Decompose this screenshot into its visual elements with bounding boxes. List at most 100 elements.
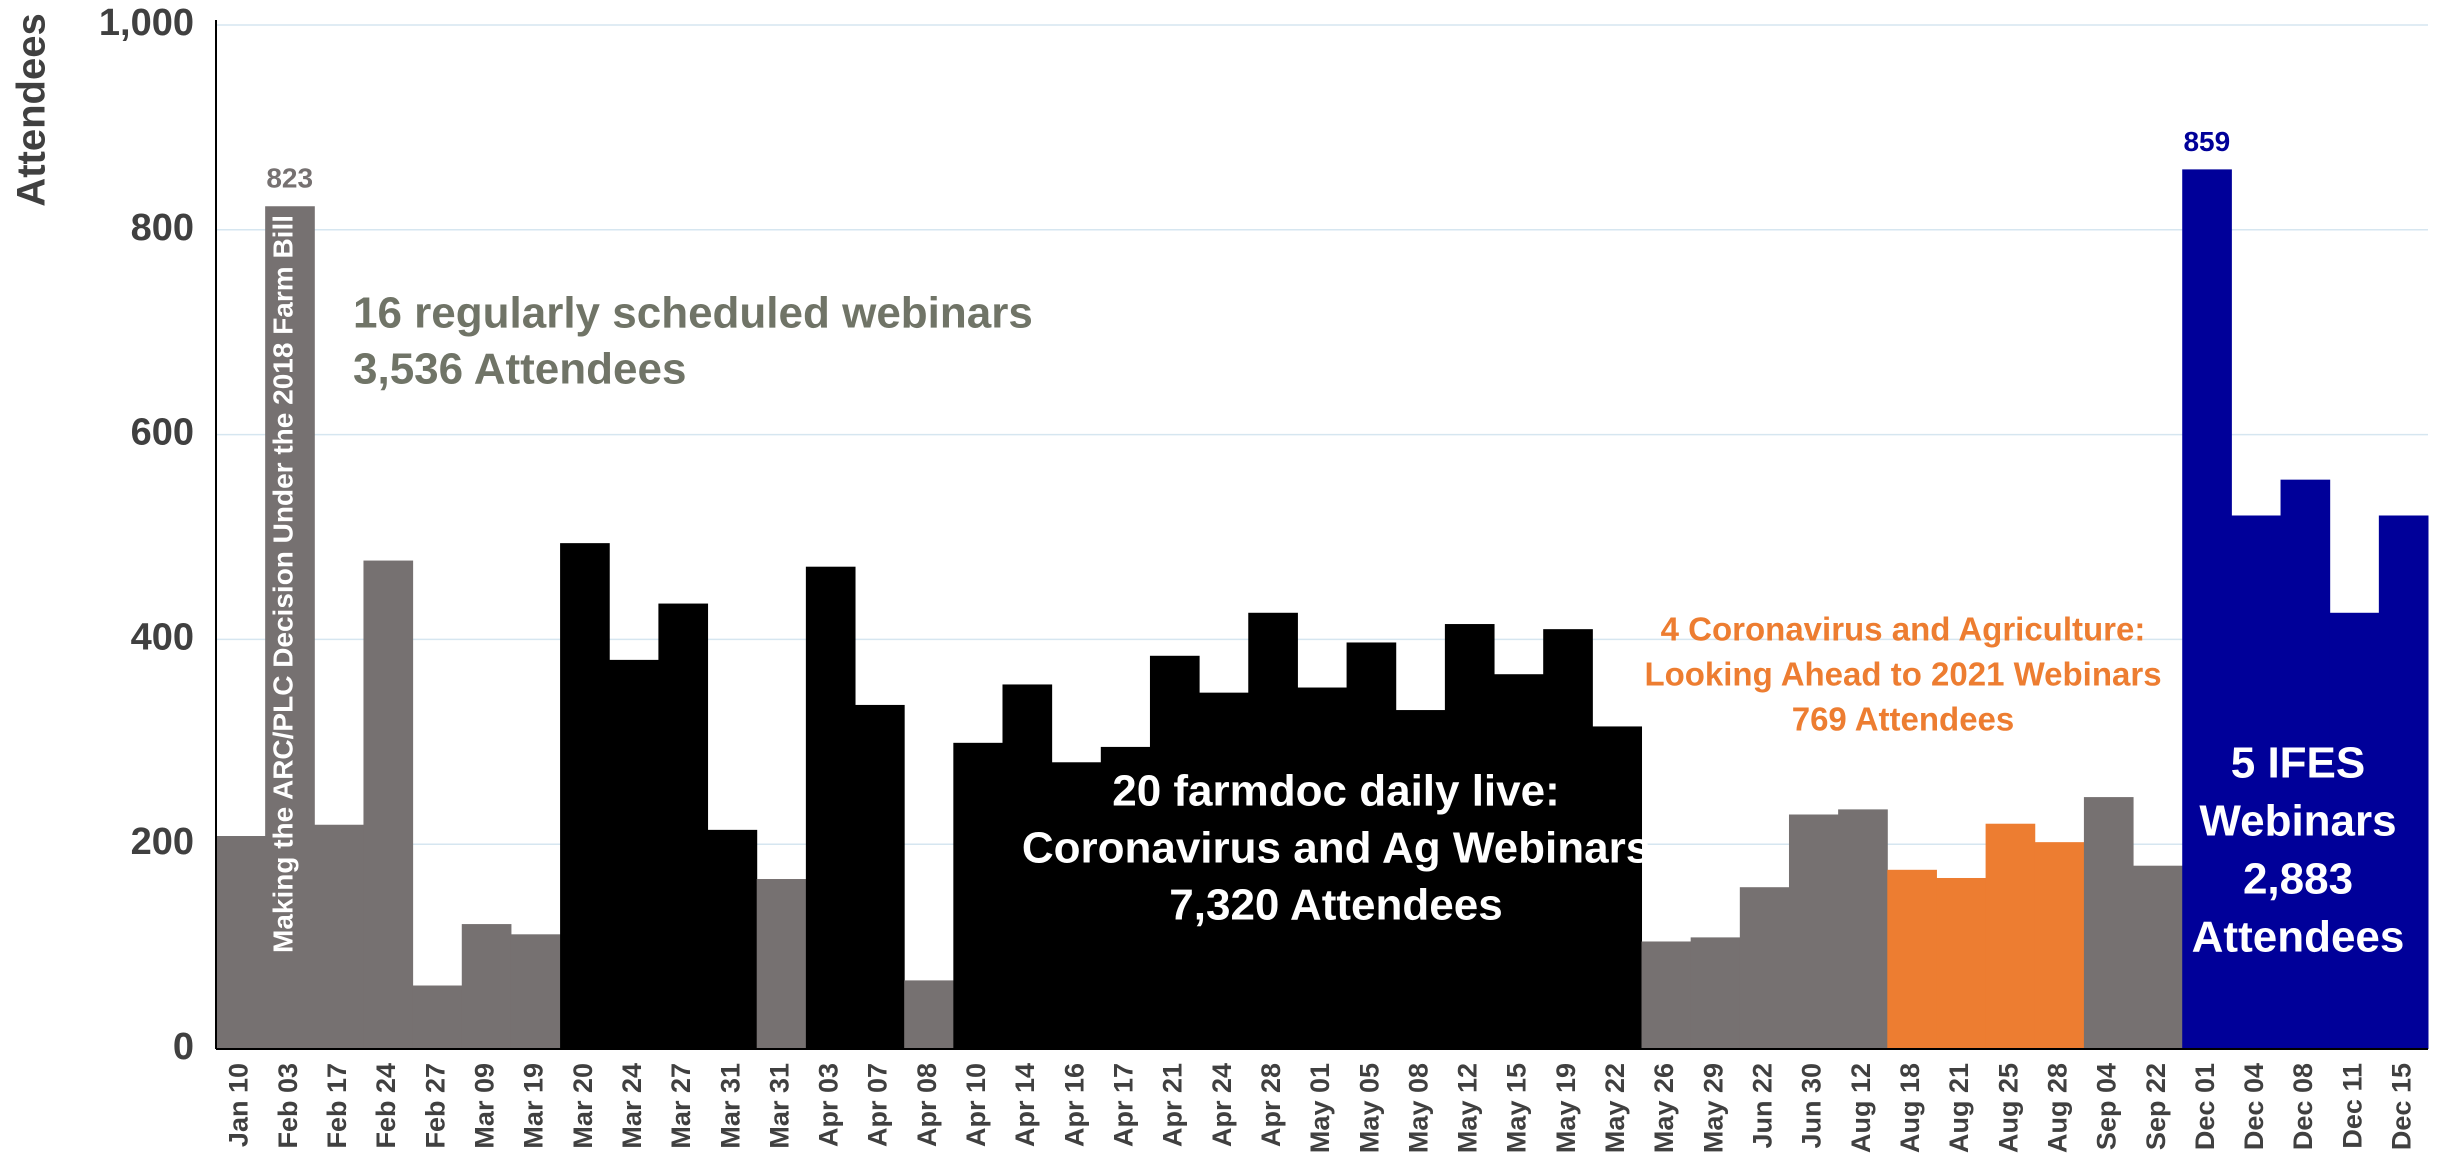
x-tick-label: Dec 08: [2288, 1063, 2318, 1150]
annotation: 5 IFES: [2231, 739, 2366, 788]
bar: [1199, 692, 1249, 1049]
bar: [1002, 684, 1053, 1049]
x-tick-label: Feb 17: [322, 1063, 352, 1149]
x-tick-label: May 08: [1403, 1063, 1433, 1153]
x-tick-label: Aug 12: [1846, 1063, 1876, 1153]
bar: [412, 985, 463, 1049]
bar: [216, 836, 266, 1049]
x-tick-label: May 29: [1698, 1063, 1728, 1153]
bar: [953, 742, 1003, 1049]
x-tick-label: May 15: [1502, 1063, 1532, 1153]
x-tick-label: May 01: [1305, 1063, 1335, 1153]
x-tick-label: May 22: [1600, 1063, 1630, 1153]
bar: [609, 659, 659, 1049]
x-tick-label: Dec 15: [2387, 1063, 2417, 1150]
bar: [2083, 797, 2134, 1049]
bar: [707, 829, 758, 1049]
bar: [2034, 842, 2085, 1049]
annotation: 4 Coronavirus and Agriculture:: [1661, 611, 2146, 648]
x-tick-label: Sep 22: [2141, 1063, 2171, 1150]
x-tick-label: Mar 09: [469, 1063, 499, 1149]
x-tick-label: May 12: [1453, 1063, 1483, 1153]
x-tick-label: Dec 04: [2239, 1063, 2269, 1150]
bar: [1395, 710, 1446, 1049]
bar: [904, 980, 954, 1049]
x-tick-label: Mar 20: [568, 1063, 598, 1149]
x-tick-label: May 05: [1354, 1063, 1384, 1153]
y-tick-label: 600: [131, 412, 194, 454]
bar: [314, 824, 364, 1049]
x-tick-label: Jun 22: [1748, 1063, 1778, 1149]
x-tick-label: Apr 24: [1207, 1063, 1237, 1147]
x-tick-label: Mar 24: [617, 1063, 647, 1149]
x-tick-label: Sep 04: [2092, 1063, 2122, 1150]
bar: [1543, 629, 1593, 1049]
bar: [756, 879, 807, 1049]
y-tick-label: 800: [131, 207, 194, 249]
bar: [1641, 941, 1692, 1049]
x-tick-label: Aug 25: [1993, 1063, 2023, 1153]
annotation: 7,320 Attendees: [1169, 881, 1502, 930]
bar: [1297, 687, 1348, 1049]
x-tick-label: Mar 31: [764, 1063, 794, 1149]
annotation: 2,883: [2243, 855, 2353, 904]
data-label: 823: [266, 163, 313, 194]
y-tick-label: 0: [173, 1026, 194, 1068]
x-tick-label: Mar 19: [519, 1063, 549, 1149]
x-tick-label: Aug 28: [2042, 1063, 2072, 1153]
bar: [363, 560, 414, 1049]
bar: [1936, 877, 1987, 1049]
x-tick-label: Apr 14: [1010, 1063, 1040, 1147]
bar: [560, 543, 610, 1049]
x-tick-label: Feb 03: [273, 1063, 303, 1149]
x-tick-label: Apr 08: [912, 1063, 942, 1147]
x-tick-label: Dec 11: [2337, 1063, 2367, 1149]
annotation: 769 Attendees: [1792, 701, 2015, 738]
bar: [1248, 612, 1298, 1049]
y-axis-label: Attendees: [10, 13, 54, 206]
bar: [2280, 479, 2331, 1049]
bar: [2182, 169, 2232, 1049]
x-tick-label: May 19: [1551, 1063, 1581, 1153]
annotation: Looking Ahead to 2021 Webinars: [1644, 656, 2161, 693]
x-tick-label: Apr 03: [814, 1063, 844, 1147]
annotation: 16 regularly scheduled webinars: [353, 289, 1033, 338]
bar: [1051, 762, 1102, 1049]
x-tick-label: Apr 16: [1059, 1063, 1089, 1147]
bar: [2378, 515, 2429, 1049]
x-tick-label: Aug 21: [1944, 1063, 1974, 1153]
x-tick-label: Apr 07: [863, 1063, 893, 1147]
x-tick-label: Jun 30: [1797, 1063, 1827, 1149]
annotation: Attendees: [2192, 913, 2405, 962]
y-tick-label: 1,000: [99, 2, 194, 44]
bar: [1592, 726, 1643, 1049]
bar: [1149, 655, 1200, 1049]
bar: [265, 206, 315, 1050]
bar: [1788, 814, 1839, 1049]
bar: [1690, 937, 1741, 1049]
bar: [658, 603, 709, 1049]
bar: [1346, 642, 1397, 1049]
bar: [1887, 869, 1937, 1049]
annotation: 20 farmdoc daily live:: [1112, 767, 1560, 816]
data-label: 859: [2183, 126, 2230, 157]
bar: [2329, 612, 2380, 1049]
y-tick-label: 200: [131, 821, 194, 863]
y-tick-label: 400: [131, 616, 194, 658]
bar: [1100, 746, 1151, 1049]
x-tick-label: Apr 17: [1109, 1063, 1139, 1147]
bar: [1494, 674, 1544, 1049]
x-tick-label: Feb 24: [371, 1063, 401, 1149]
x-tick-label: Apr 21: [1158, 1063, 1188, 1147]
x-tick-label: Aug 18: [1895, 1063, 1925, 1153]
annotation: Making the ARC/PLC Decision Under the 20…: [267, 215, 298, 953]
bar: [1444, 624, 1495, 1049]
bar: [1985, 823, 2036, 1049]
bar: [2231, 515, 2282, 1049]
x-tick-label: Mar 31: [715, 1063, 745, 1149]
x-tick-label: May 26: [1649, 1063, 1679, 1153]
x-tick-label: Apr 10: [961, 1063, 991, 1147]
x-tick-label: Jan 10: [224, 1063, 254, 1147]
x-tick-label: Feb 27: [420, 1063, 450, 1149]
